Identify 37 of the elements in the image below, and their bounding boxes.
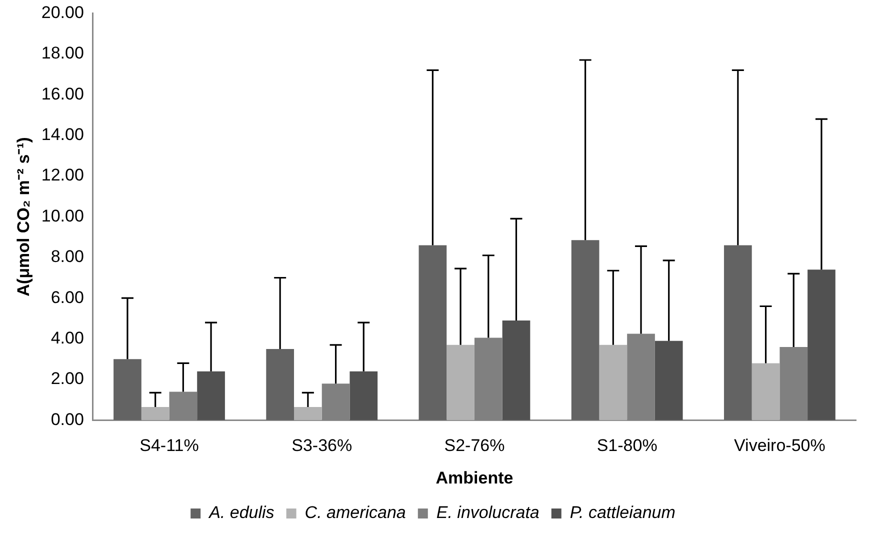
y-tick-label: 12.00: [41, 166, 84, 185]
bar: [114, 359, 142, 420]
x-tick-label: S4-11%: [140, 436, 199, 456]
y-tick-label: 20.00: [41, 2, 84, 22]
bar: [446, 344, 474, 420]
x-tick-label: Viveiro-50%: [734, 436, 826, 456]
bar: [599, 344, 628, 420]
bar: [418, 245, 447, 420]
y-tick-label: 2.00: [50, 369, 84, 388]
y-axis-title: A(μmol CO₂ m⁻² s⁻¹): [14, 137, 33, 296]
x-axis-title: Ambiente: [436, 468, 514, 488]
x-tick-label: S1-80%: [596, 436, 658, 456]
bar: [654, 340, 683, 420]
x-tick-label: S3-36%: [292, 436, 352, 456]
legend-label: P. cattleianum: [570, 503, 676, 522]
y-tick-label: 14.00: [41, 124, 84, 144]
y-tick-label: 16.00: [41, 84, 84, 104]
x-tick-label: S2-76%: [444, 436, 505, 456]
bar: [350, 371, 378, 420]
bar: [197, 371, 225, 420]
legend-label: A. edulis: [208, 503, 275, 522]
bar: [266, 348, 294, 420]
y-tick-label: 6.00: [50, 288, 84, 307]
y-tick-label: 0.00: [50, 410, 84, 429]
y-tick-label: 10.00: [41, 206, 84, 226]
bar: [294, 406, 322, 420]
bar: [808, 270, 836, 420]
legend-label: E. involucrata: [436, 503, 540, 522]
bar: [502, 320, 530, 420]
y-tick-label: 8.00: [50, 247, 84, 266]
bar: [571, 240, 600, 420]
y-tick-label: 4.00: [50, 328, 84, 348]
legend-label: C. americana: [304, 503, 406, 522]
bar: [141, 406, 170, 420]
bar: [752, 363, 780, 420]
y-tick-label: 18.00: [41, 44, 84, 63]
bar: [724, 245, 752, 420]
